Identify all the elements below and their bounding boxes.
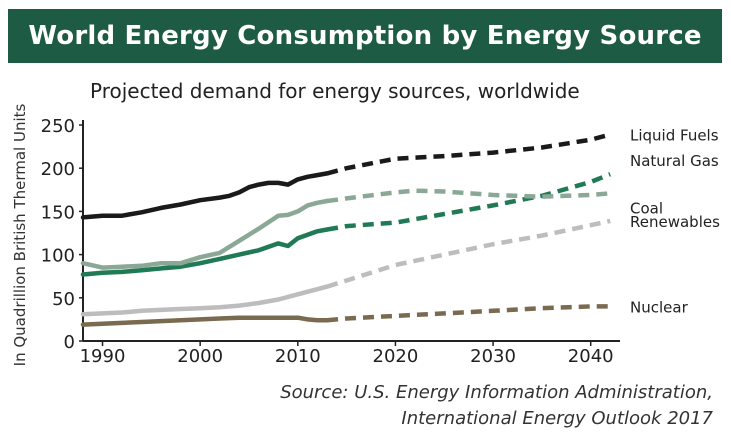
coal-projected-line bbox=[326, 188, 611, 204]
y-tick-label: 250 bbox=[41, 116, 75, 137]
axes bbox=[79, 120, 620, 346]
chart-title: World Energy Consumption by Energy Sourc… bbox=[28, 21, 702, 51]
x-tick-label: 2000 bbox=[177, 346, 223, 367]
liquid-fuels-projected-line bbox=[326, 132, 611, 176]
x-tick-label: 2040 bbox=[568, 346, 614, 367]
chart-subtitle: Projected demand for energy sources, wor… bbox=[90, 79, 580, 103]
x-tick-label: 2020 bbox=[373, 346, 419, 367]
coal-label: Coal bbox=[630, 199, 663, 217]
tick-labels: 0 50 100 150 200 250 1990 2000 2010 2020 2030 2040 bbox=[41, 116, 614, 367]
y-tick-label: 100 bbox=[41, 246, 75, 267]
x-tick-label: 1990 bbox=[80, 346, 126, 367]
coal-historical-line bbox=[80, 198, 330, 270]
series-lines bbox=[80, 132, 612, 327]
liquid-fuels-historical-line bbox=[80, 171, 330, 220]
x-tick-label: 2030 bbox=[470, 346, 516, 367]
source-note: Source: U.S. Energy Information Administ… bbox=[280, 380, 713, 432]
y-tick-label: 150 bbox=[41, 202, 75, 223]
y-tick-label: 200 bbox=[41, 159, 75, 180]
nuclear-label: Nuclear bbox=[630, 298, 689, 316]
renewables-label: Renewables bbox=[630, 213, 720, 231]
x-tick-label: 2010 bbox=[275, 346, 321, 367]
liquid-fuels-label: Liquid Fuels bbox=[630, 127, 719, 145]
natural-gas-label: Natural Gas bbox=[630, 152, 719, 170]
nuclear-projected-line bbox=[326, 304, 611, 323]
renewables-historical-line bbox=[80, 284, 330, 317]
y-tick-label: 50 bbox=[52, 289, 75, 310]
renewables-projected-line bbox=[326, 218, 611, 289]
source-line-2: International Energy Outlook 2017 bbox=[401, 408, 713, 429]
natural-gas-historical-line bbox=[80, 227, 330, 277]
y-tick-label: 0 bbox=[64, 332, 75, 353]
y-axis-label: In Quadrillion British Thermal Units bbox=[11, 103, 29, 366]
source-line-1: Source: U.S. Energy Information Administ… bbox=[280, 382, 713, 403]
title-banner: World Energy Consumption by Energy Sourc… bbox=[8, 9, 722, 63]
nuclear-historical-line bbox=[80, 315, 330, 327]
natural-gas-projected-line bbox=[326, 172, 612, 232]
